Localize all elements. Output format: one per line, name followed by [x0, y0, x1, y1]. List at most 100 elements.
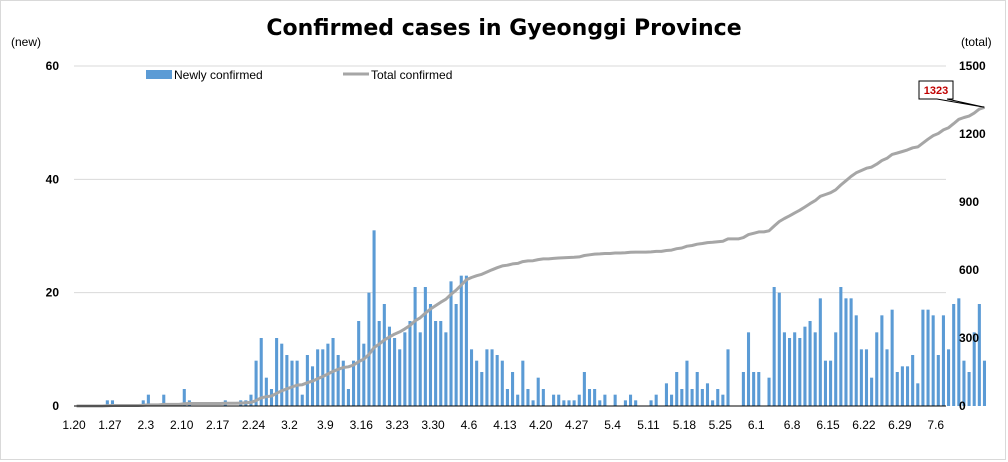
bar [280, 343, 284, 406]
bar [613, 394, 617, 406]
bar [957, 298, 961, 406]
left-tick-label: 20 [46, 286, 60, 300]
bar [936, 355, 940, 406]
bar [439, 321, 443, 406]
bar [757, 372, 761, 406]
bar [670, 394, 674, 406]
bar [849, 298, 853, 406]
x-tick-label: 7.6 [927, 418, 944, 432]
gridlines [74, 65, 946, 294]
bar [854, 315, 858, 406]
bar [741, 372, 745, 406]
bar [844, 298, 848, 406]
bar [393, 338, 397, 406]
right-tick-label: 600 [959, 263, 979, 277]
bar [623, 400, 627, 406]
bar [495, 355, 499, 406]
bar [680, 389, 684, 406]
bar [777, 292, 781, 406]
bar [459, 275, 463, 406]
bar [367, 292, 371, 406]
left-tick-label: 0 [52, 399, 59, 413]
bar [418, 332, 422, 406]
bar [598, 400, 602, 406]
bar [464, 275, 468, 406]
x-tick-label: 2.17 [206, 418, 230, 432]
x-tick-label: 2.3 [137, 418, 154, 432]
bar [685, 360, 689, 406]
bar [788, 338, 792, 406]
bar [829, 360, 833, 406]
bar [305, 355, 309, 406]
bar [721, 394, 725, 406]
x-tick-label: 4.6 [461, 418, 478, 432]
bar [947, 349, 951, 406]
right-tick-label: 900 [959, 195, 979, 209]
bar [352, 360, 356, 406]
x-tick-label: 6.15 [816, 418, 840, 432]
bar [521, 360, 525, 406]
x-tick-label: 3.16 [350, 418, 374, 432]
bar [162, 394, 166, 406]
line-series [76, 105, 985, 408]
callout-value: 1323 [924, 85, 948, 97]
bar [423, 287, 427, 406]
bar [926, 309, 930, 406]
bar [582, 372, 586, 406]
bar [587, 389, 592, 406]
x-tick-label: 2.10 [170, 418, 194, 432]
x-tick-label: 1.27 [98, 418, 122, 432]
x-tick-label: 3.9 [317, 418, 334, 432]
bar [254, 360, 258, 406]
bar [941, 315, 945, 406]
bar [593, 389, 597, 406]
bar [813, 332, 817, 406]
bar [110, 400, 115, 406]
bar [870, 377, 874, 406]
bar [967, 372, 971, 406]
bar [454, 304, 458, 406]
bar [275, 338, 279, 406]
bar [859, 349, 863, 406]
bar [300, 394, 304, 406]
bar [711, 400, 715, 406]
bar [772, 287, 776, 406]
bar [921, 309, 925, 406]
bar [541, 389, 545, 406]
bar [480, 372, 484, 406]
right-tick-label: 1200 [959, 127, 986, 141]
bar [490, 349, 494, 406]
legend: Newly confirmed Total confirmed [146, 68, 452, 82]
x-tick-label: 5.25 [709, 418, 733, 432]
bar [977, 304, 981, 406]
x-tick-label: 3.2 [281, 418, 298, 432]
bar [567, 400, 571, 406]
bar [875, 332, 879, 406]
x-tick-label: 2.24 [242, 418, 266, 432]
bar [105, 400, 109, 406]
bar [285, 355, 289, 406]
x-tick-label: 4.20 [529, 418, 553, 432]
right-tick-label: 0 [959, 399, 966, 413]
bar [654, 394, 658, 406]
total-line [76, 105, 985, 408]
bar [475, 360, 479, 406]
bar [552, 394, 556, 406]
bar-series [105, 230, 987, 406]
bar [716, 389, 720, 406]
bar [911, 355, 915, 406]
legend-bar-swatch [146, 70, 172, 79]
chart-title: Confirmed cases in Gyeonggi Province [266, 16, 741, 41]
bar [880, 315, 884, 406]
left-tick-label: 40 [46, 172, 60, 186]
bar [900, 366, 904, 406]
bar [603, 394, 607, 406]
bar [557, 394, 561, 406]
bar [516, 394, 520, 406]
bar [141, 400, 145, 406]
bar [382, 304, 386, 406]
bar [690, 389, 694, 406]
bar [885, 349, 889, 406]
